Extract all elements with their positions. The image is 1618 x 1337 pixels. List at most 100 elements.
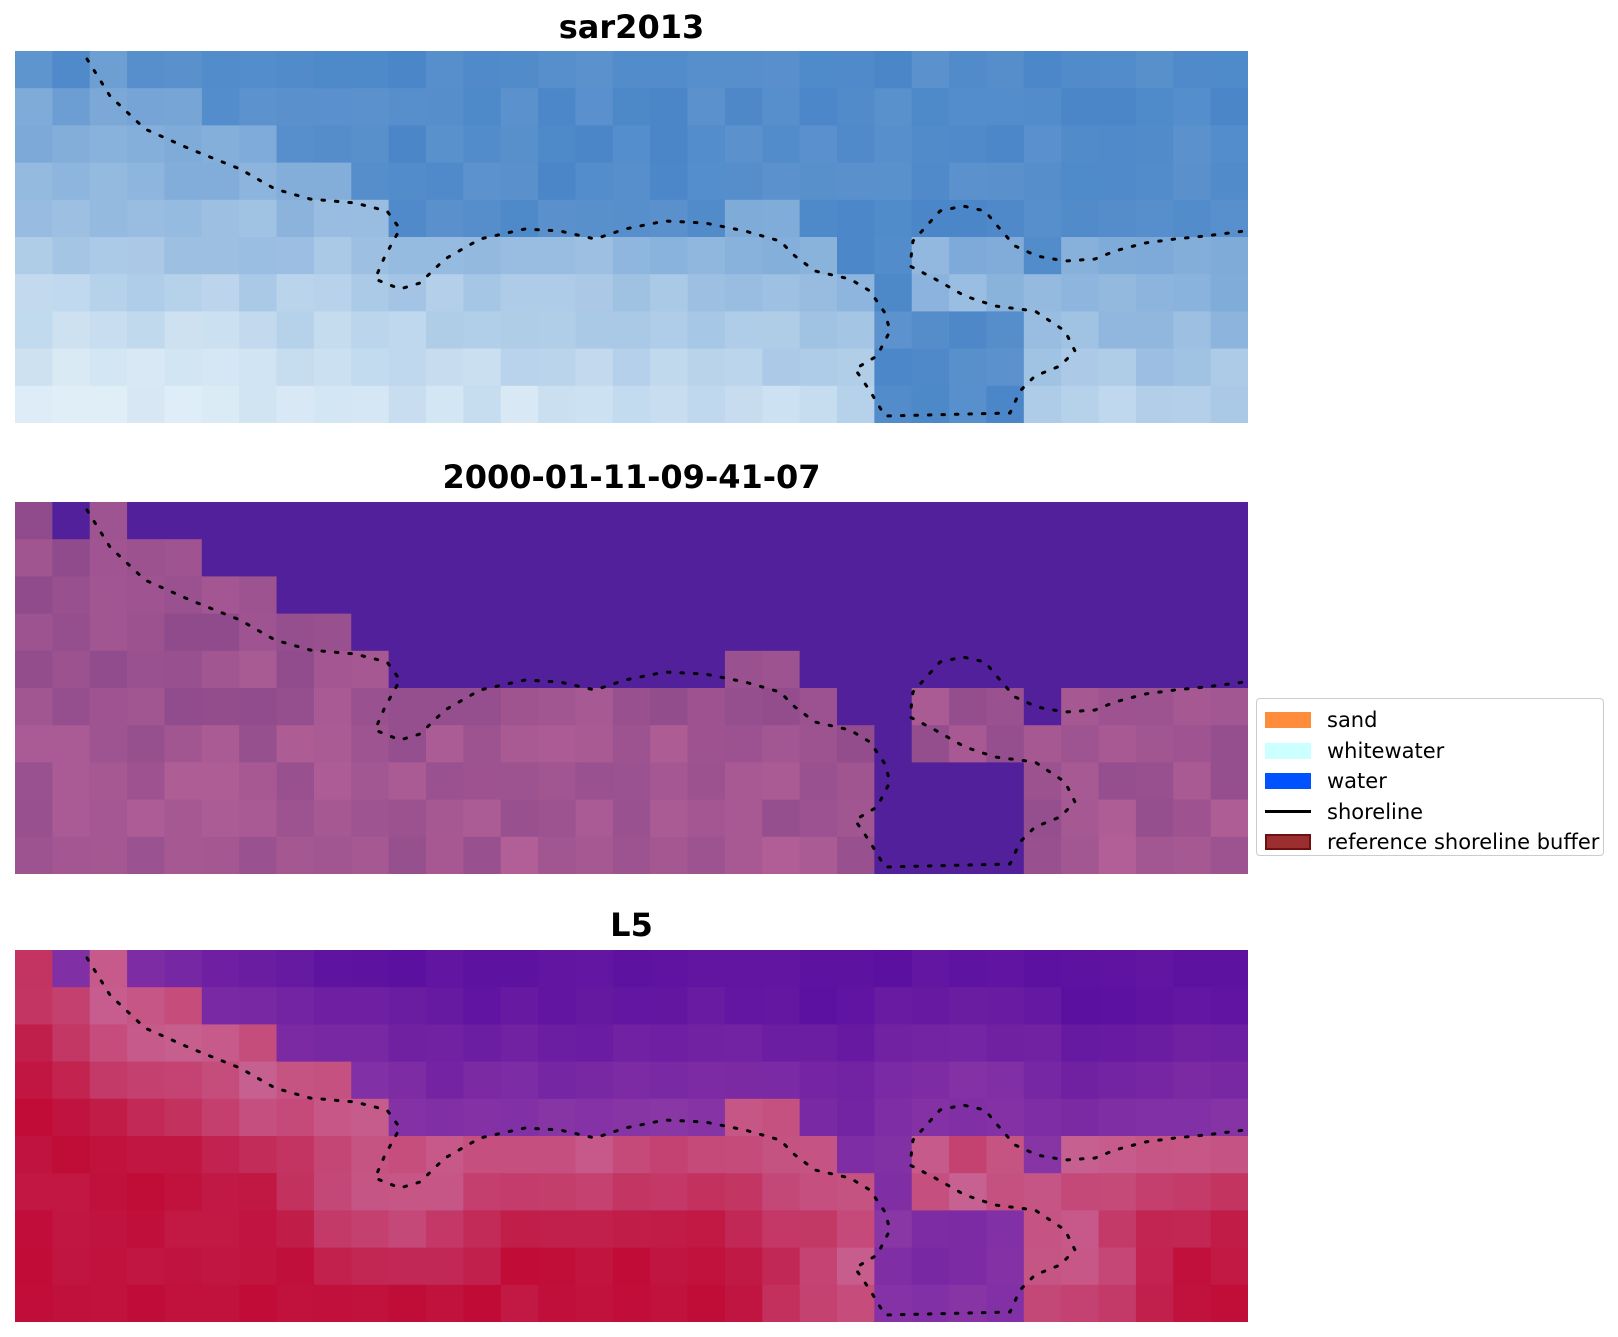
pixel-cell [799,987,838,1025]
pixel-cell [650,125,689,164]
pixel-cell [164,725,203,763]
pixel-cell [201,762,240,801]
pixel-cell [1210,613,1248,652]
pixel-cell [1098,1284,1137,1322]
pixel-cell [426,539,464,577]
pixel-cell [575,725,614,763]
pixel-cell [538,987,577,1025]
pixel-cell [201,51,240,89]
pixel-cell [388,502,427,540]
pixel-cell [351,725,390,763]
pixel-cell [762,650,801,689]
pixel-cell [762,1284,801,1322]
pixel-cell [164,1024,203,1063]
pixel-cell [89,650,128,689]
pixel-cell [1098,799,1137,838]
pixel-cell [799,1024,838,1063]
pixel-cell [724,274,763,312]
pixel-cell [799,688,838,726]
pixel-cell [89,385,128,423]
pixel-cell [1061,385,1100,423]
pixel-cell [1061,725,1100,763]
pixel-cell [351,576,390,615]
pixel-cell [463,502,502,540]
pixel-cell [52,1024,91,1063]
pixel-cell [612,385,651,423]
pixel-cell [1098,1173,1137,1211]
pixel-cell [986,237,1025,275]
pixel-cell [351,688,390,726]
pixel-cell [1173,88,1212,126]
pixel-cell [313,385,352,423]
pixel-cell [1023,725,1062,763]
pixel-cell [911,1098,950,1137]
pixel-cell [276,1284,315,1322]
pixel-cell [127,539,166,577]
pixel-cell [164,274,203,312]
pixel-cell [239,539,278,577]
pixel-cell [911,311,950,350]
pixel-cell [538,688,577,726]
pixel-cell [949,274,988,312]
pixel-cell [612,1284,651,1322]
pixel-cell [276,799,315,838]
pixel-cell [650,688,689,726]
pixel-cell [89,51,128,89]
pixel-cell [463,987,502,1025]
pixel-cell [388,725,427,763]
pixel-cell [276,576,315,615]
pixel-cell [538,125,577,164]
pixel-cell [15,799,53,838]
pixel-cell [575,762,614,801]
pixel-cell [89,1136,128,1174]
pixel-cell [874,162,913,201]
pixel-cell [612,1061,651,1100]
pixel-cell [426,199,464,238]
pixel-cell [239,725,278,763]
pixel-cell [164,237,203,275]
pixel-cell [1173,162,1212,201]
pixel-cell [1173,576,1212,615]
pixel-cell [52,199,91,238]
pixel-cell [239,987,278,1025]
pixel-cell [276,125,315,164]
pixel-cell [724,799,763,838]
pixel-cell [500,950,539,988]
pixel-cell [1210,836,1248,874]
pixel-cell [388,51,427,89]
pixel-cell [986,1210,1025,1249]
pixel-cell [313,348,352,387]
pixel-cell [799,725,838,763]
pixel-cell [426,650,464,689]
pixel-cell [538,502,577,540]
pixel-cell [949,162,988,201]
pixel-cell [687,987,726,1025]
pixel-cell [1098,539,1137,577]
pixel-cell [874,836,913,874]
pixel-cell [127,576,166,615]
pixel-cell [201,1173,240,1211]
pixel-cell [986,1284,1025,1322]
pixel-cell [650,799,689,838]
pixel-cell [612,162,651,201]
pixel-cell [612,88,651,126]
pixel-cell [500,1210,539,1249]
pixel-cell [313,725,352,763]
pixel-cell [1135,502,1174,540]
pixel-cell [575,613,614,652]
pixel-cell [538,1061,577,1100]
pixel-cell [52,1173,91,1211]
pixel-cell [1061,836,1100,874]
pixel-cell [949,237,988,275]
pixel-cell [463,1024,502,1063]
pixel-cell [463,836,502,874]
pixel-cell [538,1098,577,1137]
pixel-cell [1135,613,1174,652]
pixel-cell [52,125,91,164]
pixel-cell [1173,1247,1212,1286]
pixel-cell [986,1098,1025,1137]
pixel-cell [650,613,689,652]
pixel-cell [52,725,91,763]
pixel-cell [276,237,315,275]
pixel-cell [388,162,427,201]
